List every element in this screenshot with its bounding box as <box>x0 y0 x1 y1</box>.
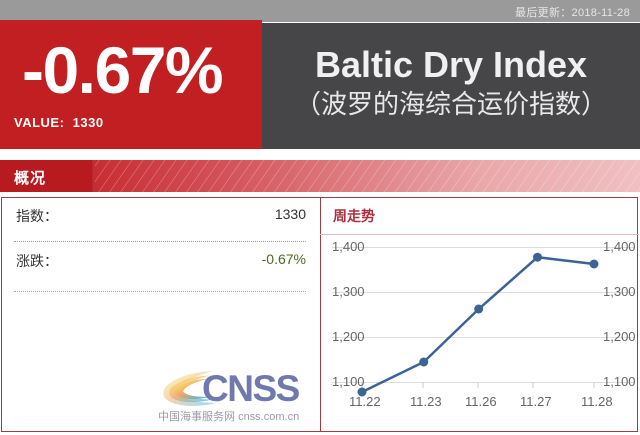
svg-text:11.23: 11.23 <box>410 394 442 409</box>
svg-text:11.28: 11.28 <box>581 394 613 409</box>
svg-text:11.22: 11.22 <box>349 394 381 409</box>
svg-text:11.27: 11.27 <box>520 394 552 409</box>
svg-text:1,300: 1,300 <box>332 284 365 299</box>
svg-text:1,100: 1,100 <box>603 374 636 389</box>
svg-text:1,200: 1,200 <box>603 329 636 344</box>
svg-text:1,400: 1,400 <box>332 239 365 254</box>
svg-text:1,100: 1,100 <box>332 374 365 389</box>
svg-text:11.26: 11.26 <box>465 394 497 409</box>
svg-text:1,200: 1,200 <box>332 329 365 344</box>
svg-text:1,300: 1,300 <box>603 284 636 299</box>
svg-text:1,400: 1,400 <box>603 239 636 254</box>
